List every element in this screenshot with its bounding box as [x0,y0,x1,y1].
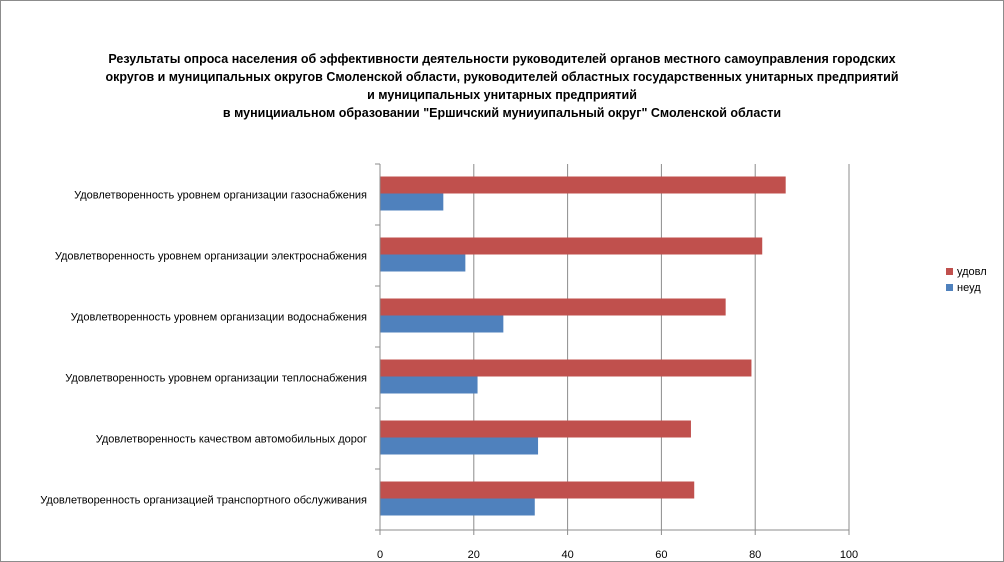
bar-unsatisfied [380,193,444,211]
bar-unsatisfied [380,376,478,394]
x-tick-label: 0 [377,549,383,561]
category-label: Удовлетворенность уровнем организации эл… [55,251,367,263]
category-label: Удовлетворенность уровнем организации га… [74,190,367,202]
legend-label: удовл [957,266,987,278]
bar-unsatisfied [380,254,466,272]
x-tick-label: 20 [468,549,480,561]
legend-swatch [946,268,953,275]
legend-label: неуд [957,282,981,294]
chart-title: Результаты опроса населения об эффективн… [0,50,1004,122]
bar-satisfied [380,481,695,499]
bar-unsatisfied [380,315,504,333]
chart-title-line-1: Результаты опроса населения об эффективн… [108,52,896,66]
bar-unsatisfied [380,437,539,455]
legend-swatch [946,284,953,291]
x-tick-label: 40 [561,549,573,561]
category-label: Удовлетворенность уровнем организации те… [65,373,367,385]
bar-satisfied [380,237,763,255]
bar-satisfied [380,420,691,438]
bar-satisfied [380,176,786,194]
legend: удовл неуд [946,266,987,294]
gridlines [473,164,850,530]
x-tick-label: 100 [840,549,858,561]
x-tick-label: 60 [655,549,667,561]
chart-title-line-4: в муницииальном образовании "Ершичский м… [222,106,782,120]
bar-unsatisfied [380,498,535,516]
category-label: Удовлетворенность организацией транспорт… [40,495,367,507]
bar-satisfied [380,359,752,377]
category-label: Удовлетворенность уровнем организации во… [71,312,367,324]
bar-satisfied [380,298,726,316]
chart-title-line-3: и муниципальных унитарных предприятий [367,88,637,102]
chart-title-line-2: округов и муниципальных округов Смоленск… [105,70,899,84]
category-label: Удовлетворенность качеством автомобильны… [96,434,367,446]
bars [380,176,786,516]
labels: 0 20 40 60 80 100 Удовлетворенность уровнем ор… [40,190,858,562]
x-tick-label: 80 [749,549,761,561]
axes [375,163,850,535]
